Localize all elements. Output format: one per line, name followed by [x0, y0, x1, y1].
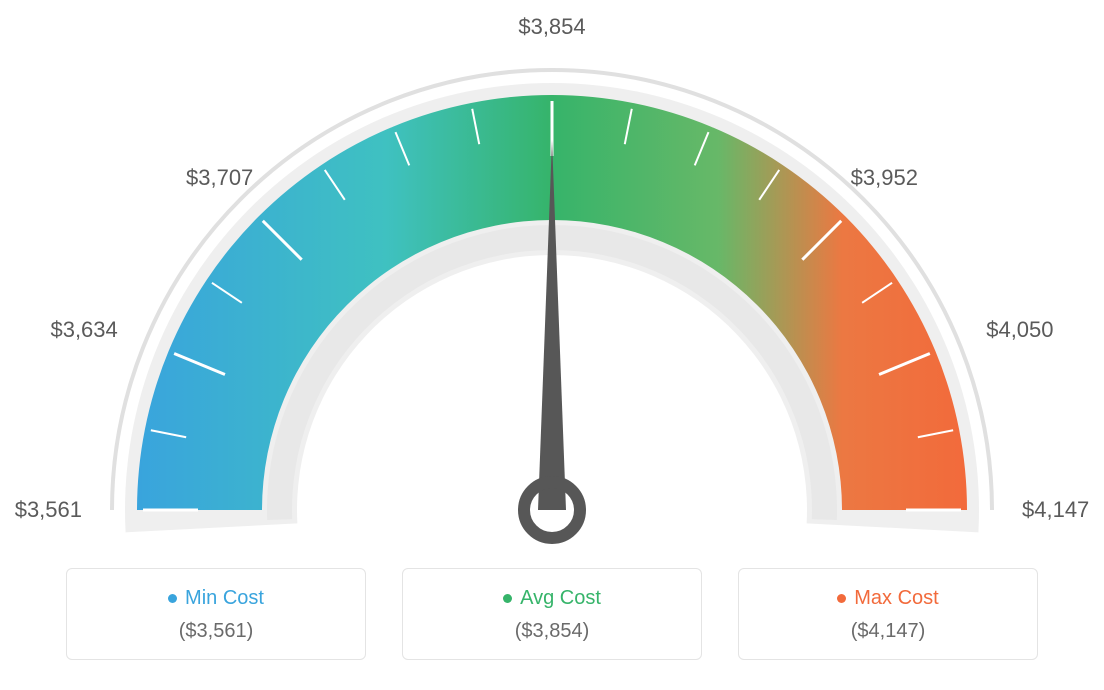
scale-label: $3,634: [50, 317, 117, 343]
legend-title-min: Min Cost: [77, 587, 355, 610]
gauge-area: $3,561 $3,634 $3,707 $3,854 $3,952 $4,050 $4,1…: [0, 0, 1104, 560]
gauge-chart-container: $3,561 $3,634 $3,707 $3,854 $3,952 $4,050 $4,1…: [0, 0, 1104, 690]
scale-label: $3,854: [518, 14, 585, 40]
legend-value-max: ($4,147): [749, 620, 1027, 643]
dot-min: [168, 594, 177, 603]
legend-title-max: Max Cost: [749, 587, 1027, 610]
gauge-svg: [0, 0, 1104, 560]
scale-label: $3,561: [15, 497, 82, 523]
dot-max: [837, 594, 846, 603]
scale-label: $4,050: [986, 317, 1053, 343]
legend-card-max: Max Cost ($4,147): [738, 568, 1038, 660]
legend-title-text-min: Min Cost: [185, 587, 264, 609]
scale-label: $4,147: [1022, 497, 1089, 523]
legend-row: Min Cost ($3,561) Avg Cost ($3,854) Max …: [0, 568, 1104, 660]
scale-label: $3,952: [851, 165, 918, 191]
legend-title-text-avg: Avg Cost: [520, 587, 601, 609]
legend-value-avg: ($3,854): [413, 620, 691, 643]
legend-title-text-max: Max Cost: [854, 587, 938, 609]
legend-card-avg: Avg Cost ($3,854): [402, 568, 702, 660]
scale-label: $3,707: [186, 165, 253, 191]
dot-avg: [503, 594, 512, 603]
legend-value-min: ($3,561): [77, 620, 355, 643]
legend-card-min: Min Cost ($3,561): [66, 568, 366, 660]
legend-title-avg: Avg Cost: [413, 587, 691, 610]
